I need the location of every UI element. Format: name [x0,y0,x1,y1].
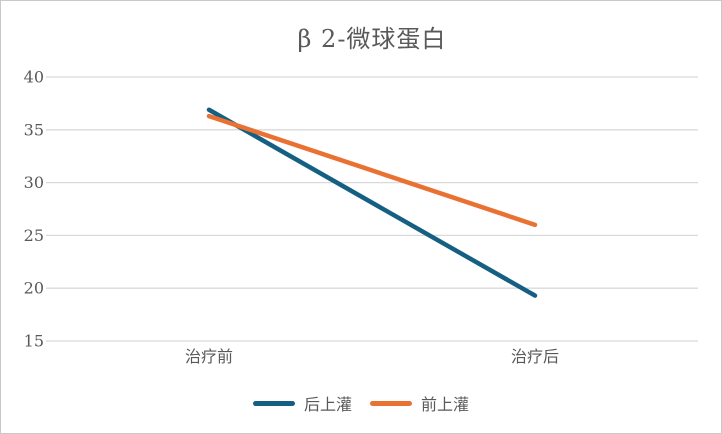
y-tick-label: 25 [24,226,44,245]
y-tick-label: 30 [24,173,44,192]
legend-item: 后上灌 [252,391,352,415]
x-category-label: 治疗后 [511,347,559,366]
legend-line-swatch [252,400,295,406]
series-line-后上灌 [206,107,538,298]
legend-item: 前上灌 [370,391,469,415]
legend-label: 后上灌 [303,395,352,414]
y-tick-label: 40 [24,68,44,87]
legend-label: 前上灌 [421,395,470,414]
y-tick-label: 20 [24,279,44,298]
y-tick-label: 15 [24,332,44,351]
series-line-前上灌 [206,113,538,228]
chart-title: β 2-微球蛋白 [297,25,447,53]
legend: 后上灌 前上灌 [1,391,721,415]
y-tick-label: 35 [24,120,44,139]
x-category-label: 治疗前 [185,347,233,366]
legend-line-swatch [370,400,412,406]
